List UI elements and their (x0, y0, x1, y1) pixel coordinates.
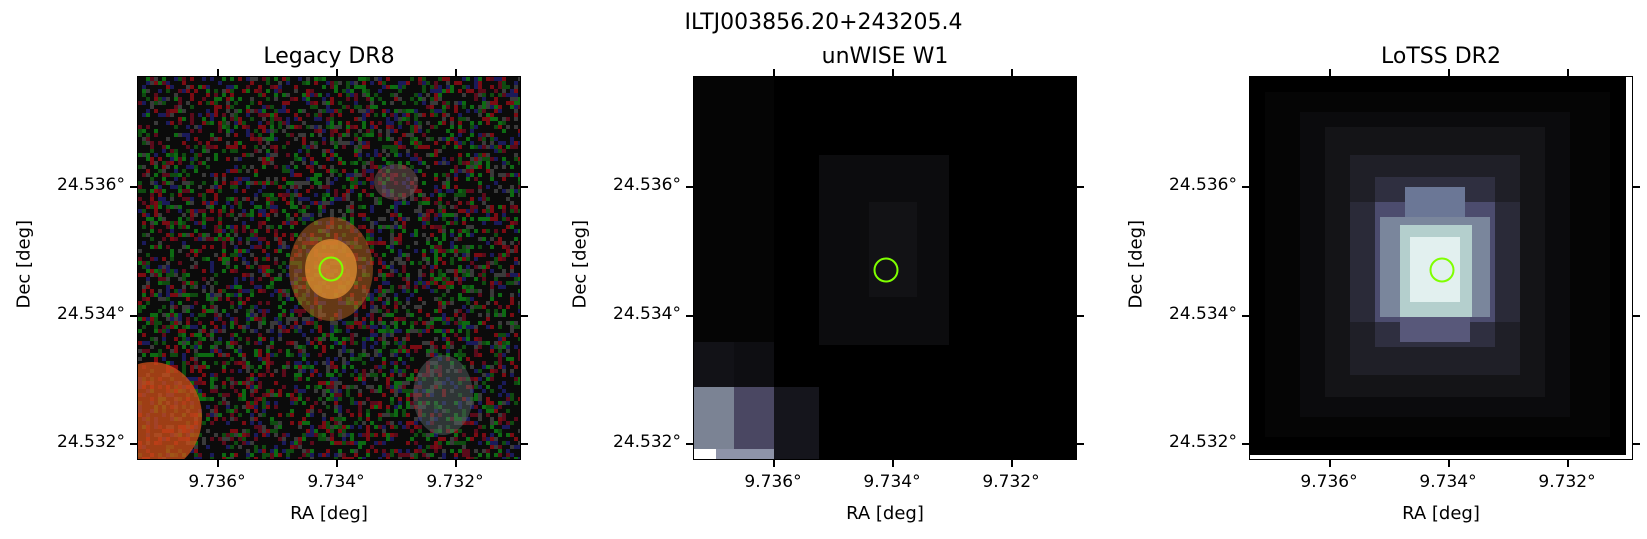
y-axis-label-panel-2: Dec [deg] (569, 219, 591, 309)
y-tick-left (686, 315, 693, 317)
x-tick-top (892, 69, 894, 76)
x-tick-top (336, 69, 338, 76)
panel-lotss-dr2-title: LoTSS DR2 (1381, 44, 1501, 69)
y-tick-right (521, 186, 528, 188)
panel-lotss-dr2-image (1249, 76, 1633, 460)
y-tick-right (1633, 315, 1640, 317)
y-tick-label: 24.536° (57, 175, 125, 195)
y-tick-label: 24.532° (613, 432, 681, 452)
panel-unwise-w1-image (693, 76, 1077, 460)
x-tick-label: 9.734° (1419, 472, 1477, 492)
x-tick-bottom (455, 460, 457, 467)
x-tick-label: 9.732° (982, 472, 1040, 492)
source-marker-circle (873, 257, 899, 283)
y-axis-label-panel-1: Dec [deg] (13, 219, 35, 309)
x-tick-label: 9.736° (188, 472, 246, 492)
y-tick-right (1633, 443, 1640, 445)
y-tick-right (1077, 443, 1084, 445)
y-tick-left (130, 186, 137, 188)
x-tick-bottom (336, 460, 338, 467)
x-tick-top (217, 69, 219, 76)
x-axis-label-panel-2: RA [deg] (846, 503, 924, 524)
figure-title: ILTJ003856.20+243205.4 (684, 10, 963, 35)
y-tick-left (686, 443, 693, 445)
x-tick-bottom (1329, 460, 1331, 467)
y-tick-right (521, 443, 528, 445)
y-tick-left (130, 443, 137, 445)
source-marker-circle (1429, 257, 1455, 283)
x-tick-top (1011, 69, 1013, 76)
y-tick-left (1242, 186, 1249, 188)
y-tick-left (1242, 315, 1249, 317)
y-tick-label: 24.536° (613, 175, 681, 195)
x-tick-label: 9.732° (426, 472, 484, 492)
y-tick-right (1633, 186, 1640, 188)
x-tick-bottom (773, 460, 775, 467)
x-axis-label-panel-3: RA [deg] (1402, 503, 1480, 524)
panel-unwise-w1-title: unWISE W1 (821, 44, 949, 69)
y-tick-right (521, 315, 528, 317)
y-tick-label: 24.534° (57, 304, 125, 324)
source-marker-circle (318, 256, 344, 282)
x-tick-bottom (892, 460, 894, 467)
y-tick-label: 24.534° (613, 304, 681, 324)
x-tick-label: 9.734° (863, 472, 921, 492)
panel-legacy-dr8-title: Legacy DR8 (263, 44, 395, 69)
x-tick-top (1448, 69, 1450, 76)
y-tick-label: 24.534° (1169, 304, 1237, 324)
y-tick-right (1077, 315, 1084, 317)
x-tick-bottom (217, 460, 219, 467)
x-tick-top (1329, 69, 1331, 76)
x-tick-top (773, 69, 775, 76)
y-tick-label: 24.536° (1169, 175, 1237, 195)
x-tick-label: 9.736° (1300, 472, 1358, 492)
x-tick-bottom (1011, 460, 1013, 467)
y-tick-label: 24.532° (1169, 432, 1237, 452)
y-tick-left (1242, 443, 1249, 445)
y-tick-left (686, 186, 693, 188)
x-tick-top (455, 69, 457, 76)
y-tick-right (1077, 186, 1084, 188)
x-tick-bottom (1448, 460, 1450, 467)
x-tick-label: 9.734° (307, 472, 365, 492)
x-tick-label: 9.732° (1538, 472, 1596, 492)
y-tick-label: 24.532° (57, 432, 125, 452)
x-tick-bottom (1567, 460, 1569, 467)
y-axis-label-panel-3: Dec [deg] (1125, 219, 1147, 309)
x-axis-label-panel-1: RA [deg] (290, 503, 368, 524)
y-tick-left (130, 315, 137, 317)
x-tick-label: 9.736° (744, 472, 802, 492)
x-tick-top (1567, 69, 1569, 76)
panel-legacy-dr8-image (137, 76, 521, 460)
